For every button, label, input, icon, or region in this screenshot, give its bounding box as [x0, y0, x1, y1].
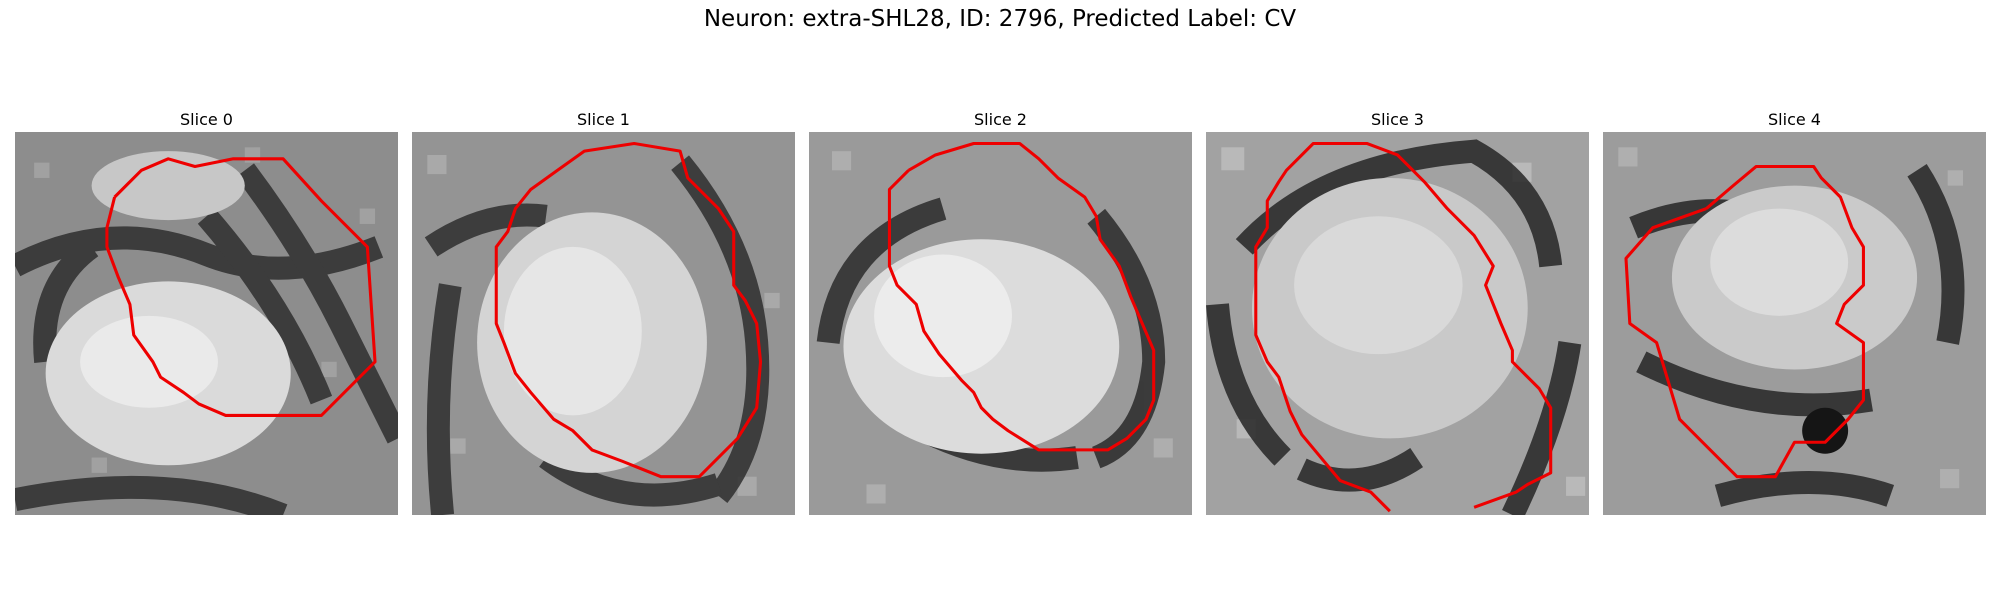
slice-title: Slice 4: [1768, 110, 1821, 129]
neuron-contour: [1624, 164, 1865, 479]
slice-panel-1: Slice 1: [412, 108, 795, 515]
grain-texture: [427, 154, 780, 496]
neuron-contour: [1254, 141, 1553, 513]
slice-image-3: [1206, 132, 1589, 515]
membrane-dark-bands: [424, 155, 770, 515]
slice-image-1: [412, 132, 795, 515]
cell-body-highlight: [503, 246, 642, 416]
cell-body-highlight: [1710, 208, 1849, 316]
slice-image-4: [1603, 132, 1986, 515]
slice-title: Slice 3: [1371, 110, 1424, 129]
cell-body-highlight: [1294, 216, 1463, 355]
slice-image-2: [809, 132, 1192, 515]
cell-body-highlight: [80, 315, 218, 408]
slice-title: Slice 0: [180, 110, 233, 129]
slice-panel-3: Slice 3: [1206, 108, 1589, 515]
slice-panel-4: Slice 4: [1603, 108, 1986, 515]
cell-body-highlight: [874, 254, 1012, 378]
slice-image-0: [15, 132, 398, 515]
slice-title: Slice 2: [974, 110, 1027, 129]
slice-title: Slice 1: [577, 110, 630, 129]
neuron-contour: [887, 141, 1156, 452]
figure-title: Neuron: extra-SHL28, ID: 2796, Predicted…: [703, 6, 1297, 32]
neuron-contour: [105, 157, 377, 417]
grain-texture: [1618, 147, 1964, 489]
membrane-dark-bands: [15, 163, 398, 515]
slice-panel-2: Slice 2: [809, 108, 1192, 515]
neighbor-cell: [91, 151, 245, 221]
slice-panel-0: Slice 0: [15, 108, 398, 515]
grain-texture: [831, 151, 1173, 504]
neuron-contour: [494, 141, 763, 479]
dark-spot: [1802, 407, 1849, 454]
